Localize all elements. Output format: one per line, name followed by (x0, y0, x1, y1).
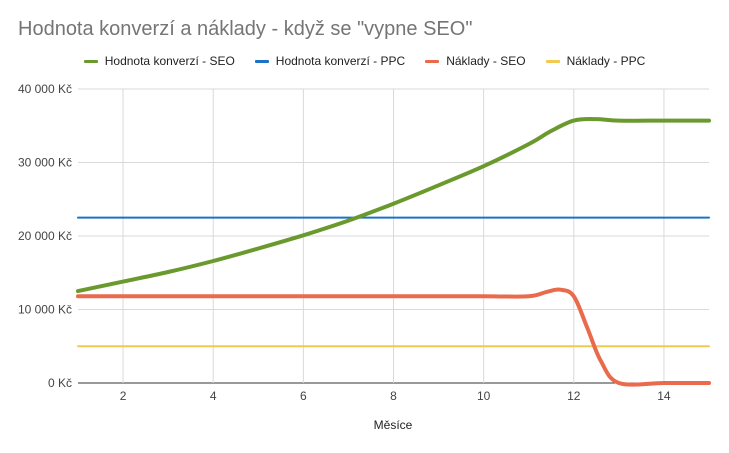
y-tick-label: 10 000 Kč (18, 303, 72, 317)
legend-swatch-seo-conversions (83, 59, 98, 63)
chart-legend: Hodnota konverzí - SEO Hodnota konverzí … (0, 54, 729, 68)
legend-item-seo-conversions[interactable]: Hodnota konverzí - SEO (83, 54, 235, 68)
chart-title: Hodnota konverzí a náklady - když se "vy… (18, 18, 473, 40)
legend-label-seo-conversions: Hodnota konverzí - SEO (104, 54, 235, 68)
y-tick-label: 30 000 Kč (18, 156, 72, 170)
legend-label-ppc-conversions: Hodnota konverzí - PPC (275, 54, 406, 68)
x-tick-label: 2 (120, 389, 127, 403)
y-tick-label: 20 000 Kč (18, 229, 72, 243)
legend-item-ppc-costs[interactable]: Náklady - PPC (545, 54, 646, 68)
y-tick-label: 40 000 Kč (18, 82, 72, 96)
legend-label-seo-costs: Náklady - SEO (446, 54, 526, 68)
x-tick-label: 8 (390, 389, 397, 403)
legend-item-ppc-conversions[interactable]: Hodnota konverzí - PPC (254, 54, 406, 68)
x-tick-label: 4 (210, 389, 217, 403)
x-tick-label: 12 (567, 389, 581, 403)
y-tick-label: 0 Kč (48, 376, 72, 390)
legend-item-seo-costs[interactable]: Náklady - SEO (425, 54, 526, 68)
legend-swatch-ppc-costs (545, 59, 560, 63)
legend-swatch-seo-costs (425, 59, 440, 63)
series-layer (76, 117, 711, 387)
grid-layer (78, 88, 709, 384)
series-line-seo-conversions[interactable] (76, 117, 711, 294)
x-tick-label: 14 (657, 389, 671, 403)
legend-label-ppc-costs: Náklady - PPC (566, 54, 646, 68)
x-tick-label: 10 (477, 389, 491, 403)
x-tick-label: 6 (300, 389, 307, 403)
x-axis-title: Měsíce (374, 418, 413, 432)
series-line-seo-costs[interactable] (76, 287, 711, 387)
legend-swatch-ppc-conversions (254, 59, 269, 63)
axis-layer: 0 Kč 10 000 Kč 20 000 Kč 30 000 Kč 40 000 Kč… (18, 82, 671, 403)
